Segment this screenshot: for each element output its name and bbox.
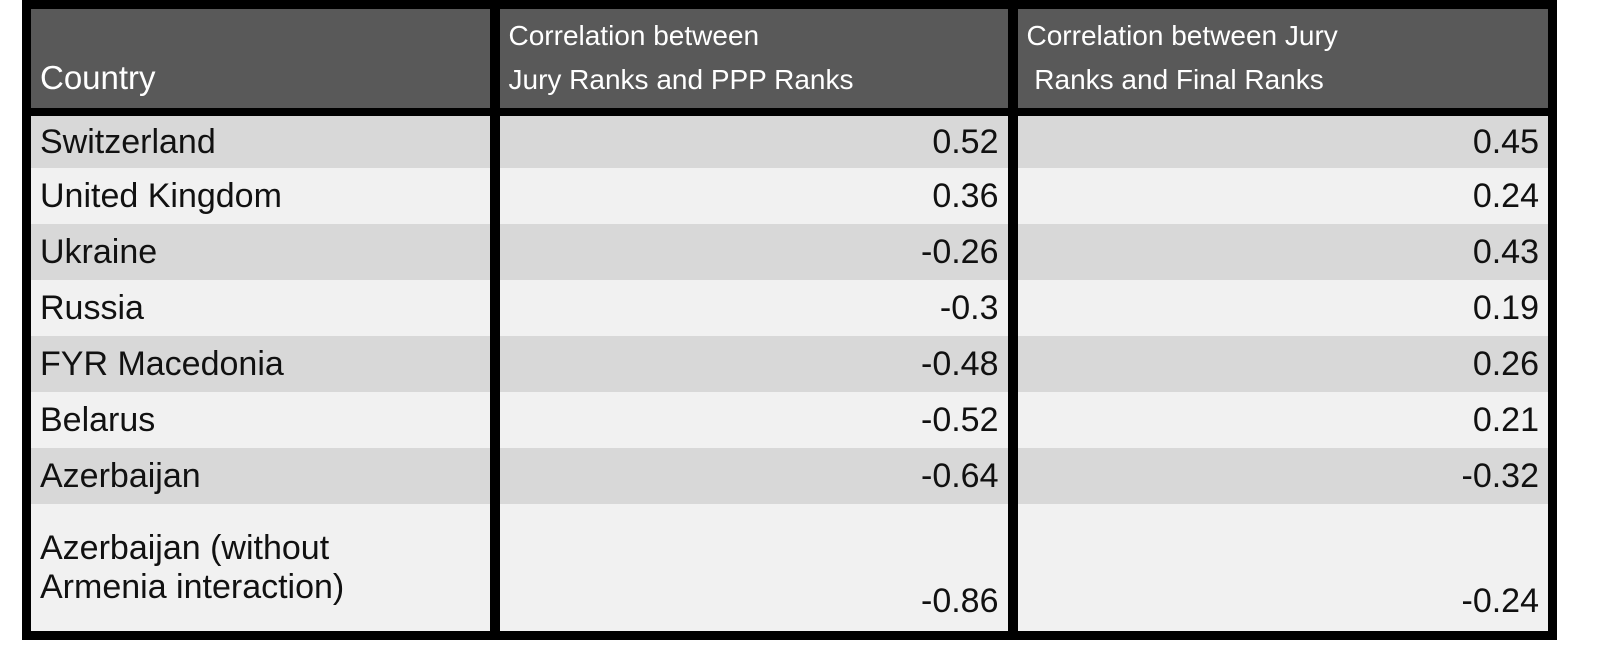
- header-country: Country: [26, 4, 495, 117]
- table-row: Azerbaijan (without Armenia interaction)…: [26, 504, 1553, 636]
- jury-final-value-cell: -0.32: [1007, 448, 1553, 505]
- country-cell: Switzerland: [26, 112, 495, 169]
- jury-ppp-value-cell: -0.64: [489, 448, 1013, 505]
- jury-ppp-value-cell: -0.48: [489, 336, 1013, 393]
- header-jury-final-correlation: Correlation between Jury Ranks and Final…: [1007, 4, 1553, 117]
- jury-final-value-cell: 0.26: [1007, 336, 1553, 393]
- correlation-table: Country Correlation between Jury Ranks a…: [22, 0, 1557, 640]
- jury-final-value-cell: 0.24: [1007, 168, 1553, 225]
- jury-ppp-value-cell: 0.52: [489, 112, 1013, 169]
- jury-ppp-value-cell: -0.52: [489, 392, 1013, 449]
- table-row: Russia -0.3 0.19: [26, 280, 1553, 337]
- country-cell: Azerbaijan (without Armenia interaction): [26, 504, 495, 636]
- jury-ppp-value-cell: -0.26: [489, 224, 1013, 281]
- country-cell: Belarus: [26, 392, 495, 449]
- header-jury-ppp-correlation: Correlation between Jury Ranks and PPP R…: [489, 4, 1013, 117]
- table-row: Belarus -0.52 0.21: [26, 392, 1553, 449]
- table-row: Ukraine -0.26 0.43: [26, 224, 1553, 281]
- country-cell: Russia: [26, 280, 495, 337]
- jury-ppp-value-cell: -0.3: [489, 280, 1013, 337]
- table-row: United Kingdom 0.36 0.24: [26, 168, 1553, 225]
- jury-ppp-value-cell: 0.36: [489, 168, 1013, 225]
- country-cell: Azerbaijan: [26, 448, 495, 505]
- table-body: Switzerland 0.52 0.45 United Kingdom 0.36 0.2…: [26, 112, 1553, 636]
- jury-final-value-cell: 0.43: [1007, 224, 1553, 281]
- jury-final-value-cell: -0.24: [1007, 504, 1553, 636]
- country-cell: United Kingdom: [26, 168, 495, 225]
- table-header: Country Correlation between Jury Ranks a…: [26, 4, 1553, 117]
- table-row: FYR Macedonia -0.48 0.26: [26, 336, 1553, 393]
- table-row: Azerbaijan -0.64 -0.32: [26, 448, 1553, 505]
- country-cell: FYR Macedonia: [26, 336, 495, 393]
- table-row: Switzerland 0.52 0.45: [26, 112, 1553, 169]
- jury-ppp-value-cell: -0.86: [489, 504, 1013, 636]
- jury-final-value-cell: 0.45: [1007, 112, 1553, 169]
- header-row: Country Correlation between Jury Ranks a…: [26, 4, 1553, 117]
- country-cell: Ukraine: [26, 224, 495, 281]
- jury-final-value-cell: 0.21: [1007, 392, 1553, 449]
- jury-final-value-cell: 0.19: [1007, 280, 1553, 337]
